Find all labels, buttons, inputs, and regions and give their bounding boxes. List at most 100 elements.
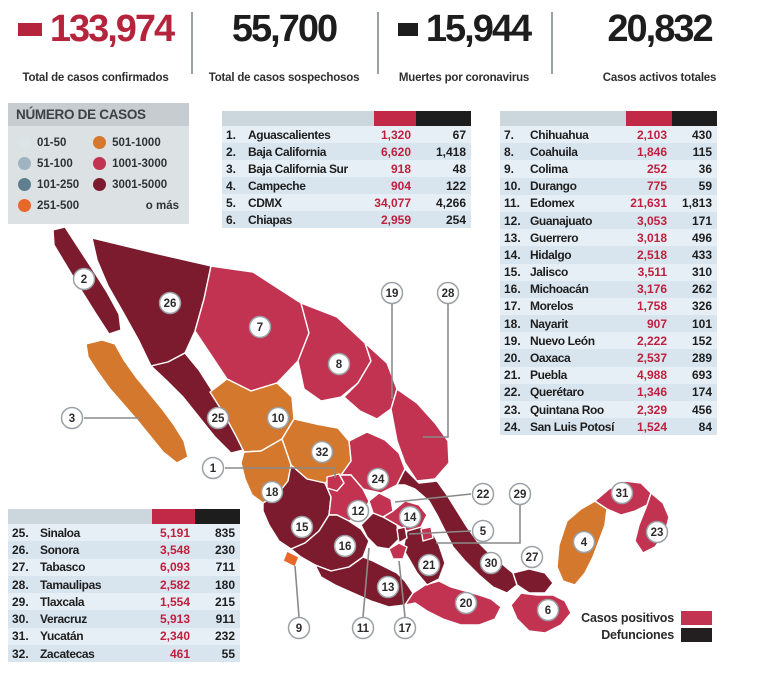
state-number-badge — [158, 291, 182, 315]
state-index: 31. — [12, 629, 29, 644]
state-deaths: 232 — [214, 629, 235, 644]
stat-2: 55,700 Total de casos sospechosos — [191, 8, 377, 84]
table-row: 17. Morelos 1,758 326 — [500, 297, 717, 316]
state-number-badge — [610, 481, 634, 505]
state-shape-aguascalientes — [326, 473, 345, 492]
state-shape-coahuila — [297, 302, 372, 402]
casos-positivos-label: Casos positivos — [581, 611, 674, 625]
callout-line — [408, 530, 472, 535]
state-number-label: 8 — [336, 359, 343, 371]
table-row: 15. Jalisco 3,511 310 — [500, 263, 717, 281]
state-number-badge — [398, 505, 422, 529]
state-number-badge — [479, 551, 503, 575]
state-index: 5. — [226, 195, 237, 210]
state-name: San Luis Potosí — [530, 419, 615, 434]
state-index: 26. — [12, 542, 29, 557]
state-number-badge — [72, 267, 96, 291]
state-number-label: 26 — [164, 298, 177, 310]
state-number-label: 4 — [581, 537, 588, 549]
state-deaths: 430 — [691, 127, 712, 142]
cases-legend-item: 1001-3000 — [93, 153, 181, 174]
state-deaths: 289 — [691, 351, 712, 366]
state-name: Tamaulipas — [40, 577, 102, 592]
state-deaths: 711 — [215, 560, 235, 575]
state-deaths: 310 — [691, 265, 712, 280]
state-index: 32. — [12, 646, 29, 661]
state-shape-morelos — [388, 542, 408, 560]
name-column-header — [500, 111, 626, 126]
state-number-label: 20 — [460, 598, 473, 610]
state-cases: 2,582 — [159, 577, 190, 592]
state-cases: 2,959 — [380, 212, 411, 227]
state-number-label: 3 — [69, 413, 75, 425]
stat-value-row: 133,974 — [17, 10, 175, 48]
state-deaths: 55 — [221, 646, 235, 661]
stat-label: Casos activos totales — [602, 72, 717, 84]
legend-range-label: 51-100 — [37, 157, 73, 170]
state-number-label: 16 — [339, 541, 352, 553]
legend-range-label: 1001-3000 — [112, 157, 168, 170]
state-cases: 918 — [390, 161, 411, 176]
state-number-badge — [260, 480, 284, 504]
cases-legend-item: 01-50 — [18, 132, 93, 153]
state-index: 13. — [504, 230, 521, 245]
state-cases: 461 — [169, 646, 190, 661]
state-deaths: 101 — [691, 316, 712, 331]
state-name: Sinaloa — [40, 525, 80, 540]
table-row: 9. Colima 252 36 — [500, 160, 717, 178]
callout-line — [423, 304, 449, 438]
state-number-label: 13 — [382, 582, 395, 594]
name-column-header — [222, 111, 374, 126]
state-index: 15. — [504, 265, 521, 280]
state-cases: 1,346 — [636, 385, 667, 400]
state-name: Yucatán — [40, 629, 84, 644]
state-deaths: 67 — [452, 127, 466, 142]
state-index: 28. — [12, 577, 29, 592]
state-deaths: 215 — [214, 594, 235, 609]
state-shape-michoacán — [290, 514, 370, 572]
state-cases: 252 — [646, 161, 667, 176]
state-name: CDMX — [248, 195, 282, 210]
state-number-label: 28 — [442, 288, 455, 300]
state-index: 18. — [504, 316, 521, 331]
state-cases: 907 — [646, 316, 667, 331]
state-index: 3. — [226, 161, 237, 176]
state-cases: 1,524 — [636, 419, 667, 434]
state-index: 17. — [504, 299, 521, 314]
casos-positivos-swatch — [681, 611, 712, 625]
state-number-label: 1 — [210, 463, 217, 475]
state-number-badge — [206, 406, 230, 430]
table-row: 5. CDMX 34,077 4,266 — [222, 194, 471, 211]
state-number-badge — [436, 281, 460, 305]
state-index: 1. — [226, 127, 237, 142]
state-cases: 1,758 — [636, 299, 667, 314]
legend-range-label: 01-50 — [37, 136, 67, 149]
state-index: 25. — [12, 525, 29, 540]
state-number-badge — [327, 352, 351, 376]
table-header — [8, 509, 240, 524]
legend-range-label: 251-500 — [37, 199, 80, 212]
state-number-badge — [380, 281, 404, 305]
state-number-label: 6 — [545, 605, 551, 617]
state-number-badge — [417, 553, 441, 577]
state-number-label: 31 — [616, 488, 629, 500]
legend-range-label: 501-1000 — [112, 136, 161, 149]
stat-value-row: 15,944 — [397, 10, 532, 48]
state-index: 10. — [504, 179, 521, 194]
state-name: Jalisco — [530, 265, 568, 280]
table-row: 10. Durango 775 59 — [500, 177, 717, 195]
state-cases: 3,511 — [637, 265, 667, 280]
state-number-label: 12 — [352, 506, 365, 518]
deaths-column-header — [195, 509, 240, 524]
deaths-column-header — [416, 111, 471, 126]
state-number-badge — [454, 591, 478, 615]
state-name: Nayarit — [530, 316, 568, 331]
table-row: 29. Tlaxcala 1,554 215 — [8, 593, 240, 611]
state-cases: 3,053 — [636, 213, 667, 228]
callout-line — [294, 565, 300, 618]
state-deaths: 59 — [698, 179, 712, 194]
state-name: Oaxaca — [530, 351, 571, 366]
state-index: 11. — [504, 196, 521, 211]
state-cases: 21,631 — [630, 196, 667, 211]
